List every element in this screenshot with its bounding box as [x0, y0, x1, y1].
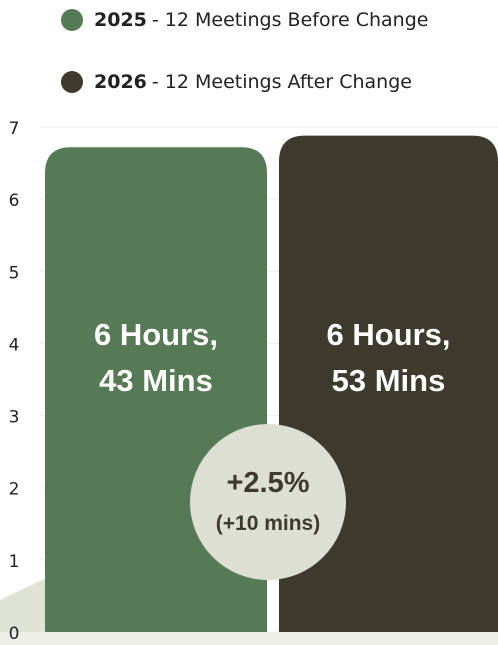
legend-description: - 12 Meetings After Change — [152, 71, 412, 93]
y-tick-label: 5 — [9, 263, 20, 283]
legend-name: 2026 — [94, 71, 147, 93]
legend-entry: 2025- 12 Meetings Before Change — [94, 9, 428, 31]
y-tick-label: 4 — [9, 335, 20, 355]
legend-entry: 2026- 12 Meetings After Change — [94, 71, 412, 93]
baseline-band — [0, 632, 498, 645]
bar-value-label: 6 Hours, 53 Mins — [326, 317, 451, 398]
legend-swatch — [61, 9, 83, 31]
legend-name: 2025 — [94, 9, 147, 31]
y-tick-label: 7 — [9, 119, 20, 139]
y-tick-label: 2 — [9, 480, 20, 500]
y-tick-label: 1 — [9, 552, 20, 572]
y-tick-label: 6 — [9, 191, 20, 211]
y-tick-label: 0 — [9, 624, 20, 644]
bar-value-label: 6 Hours, 43 Mins — [93, 317, 219, 398]
annotation-subtext: (+10 mins) — [215, 512, 321, 535]
annotation-text: +2.5% — [226, 467, 310, 499]
y-tick-label: 3 — [9, 408, 20, 428]
legend-description: - 12 Meetings Before Change — [152, 9, 429, 31]
legend-swatch — [61, 71, 83, 93]
annotation-circle — [190, 424, 346, 580]
